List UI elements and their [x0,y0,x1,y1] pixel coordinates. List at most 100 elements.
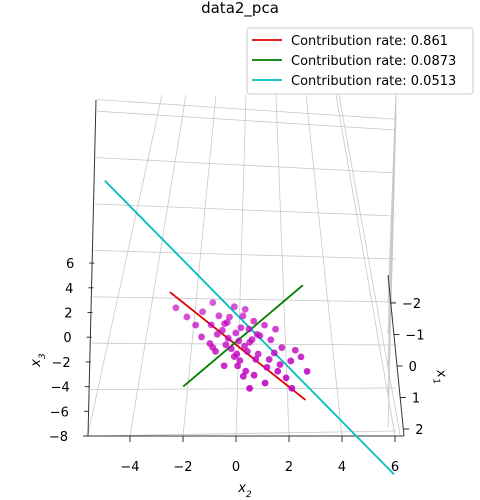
tick-labels: −4 −2 0 2 4 6 −8 −6 −4 −2 0 2 4 6 −2 −1 0 1 2 [49,257,425,475]
data-point [241,342,248,350]
x1-tick-label: −1 [405,329,424,344]
grid-line-x3 [89,430,397,437]
data-point [253,330,261,338]
data-point [263,363,271,371]
data-point [282,374,290,382]
x3-tick-label: −6 [50,405,69,420]
data-point [261,321,268,329]
data-point [227,345,235,353]
grid-line-x2 [335,94,396,437]
data-point [250,317,258,325]
x3-tick-label: 0 [63,331,71,346]
x3-tick-label: 4 [65,282,73,297]
data-point [265,356,273,363]
legend-entry-3: Contribution rate: 0.0513 [291,74,456,89]
grid-line-x2 [129,94,187,437]
x1-axis-label: x1 [429,367,450,385]
x2-tick-label: 6 [391,460,399,475]
data-point [274,367,282,375]
data-point [235,337,243,345]
grid-line-x2 [305,94,343,437]
x1-tick-label: 2 [415,423,423,438]
data-point [232,329,240,337]
x1-tick-label: 1 [412,392,420,407]
legend-box [246,27,474,95]
x3-tick-label: 6 [66,257,74,272]
component-line-1 [169,291,307,401]
grid-line-x3 [94,203,397,217]
data-point [303,367,311,375]
x2-tick-label: −4 [120,460,139,475]
data-point [172,304,180,312]
data-point [218,326,226,334]
data-point [222,341,230,349]
data-point [244,348,251,355]
grid-lines [87,89,401,437]
data-point [230,353,238,361]
grid-line-x2 [338,94,401,437]
x2-tick-label: 2 [285,460,293,475]
data-point [239,372,247,380]
x3-tick-label: −4 [51,381,70,396]
component-line-2 [182,284,304,388]
data-point [270,349,278,357]
data-point [239,312,247,320]
data-point [199,308,207,316]
data-point [254,350,262,358]
data-point [248,336,256,343]
grid-line-x3 [95,157,397,174]
data-point [192,321,200,329]
grid-line-x3 [93,250,397,260]
data-point [272,325,279,333]
data-point [226,313,233,321]
data-point [291,346,299,354]
data-point [237,324,245,332]
data-point [231,303,238,311]
legend: Contribution rate: 0.861 Contribution rat… [246,27,474,95]
legend-entry-1: Contribution rate: 0.861 [291,34,448,49]
data-point [276,361,284,369]
grid-line-x2 [87,94,163,437]
data-point [209,344,217,351]
x3-axis-line [87,99,97,437]
x3-tick-label: −8 [49,430,68,445]
data-point [278,344,286,351]
x3-axis-label: x3 [29,353,48,368]
x1-tick-label: −2 [402,297,421,312]
x2-axis-label: x2 [237,481,252,500]
grid-line-x3 [92,296,397,303]
data-point [287,357,295,365]
chart-title: data2_pca [201,0,279,18]
grid-line-x2 [182,94,217,437]
data-point [297,353,305,361]
data-point [236,357,244,364]
x3-tick-label: 2 [64,307,72,322]
data-point [207,321,215,329]
data-point [215,312,223,320]
data-point [288,384,296,392]
data-point [220,362,228,370]
data-point [250,371,258,379]
grid-line-x3 [97,99,397,120]
data-point [209,299,217,306]
x3-tick-label: −2 [52,356,71,371]
axis-lines [87,99,405,437]
x2-tick-label: 0 [232,460,240,475]
data-point [252,355,260,363]
grid-line-x1 [387,113,397,428]
data-point [234,362,242,370]
grid-line-x3 [90,387,397,391]
data-points [172,299,311,392]
x1-tick-label: 0 [409,360,417,375]
data-point [198,333,205,341]
data-point [241,305,249,313]
x2-tick-label: −2 [173,460,192,475]
legend-entry-2: Contribution rate: 0.0873 [291,54,456,69]
data-point [223,319,231,326]
data-point [267,336,275,344]
data-point [242,367,250,375]
data-point [261,379,269,387]
x1-axis-line [387,274,405,437]
data-point [213,330,221,338]
